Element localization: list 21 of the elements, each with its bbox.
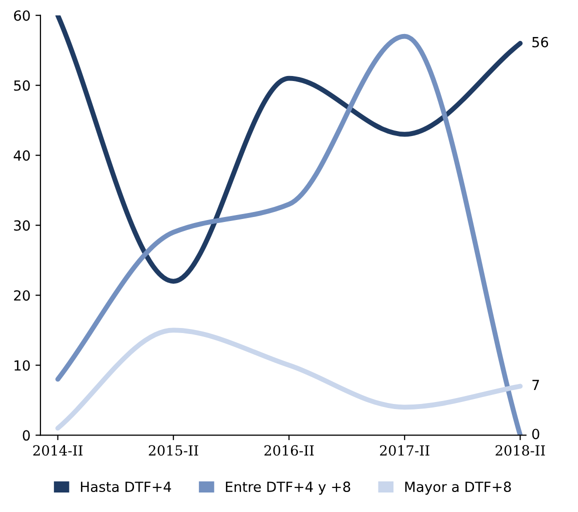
line-series	[55, 15, 523, 284]
x-tick-label: 2018-II	[496, 445, 545, 456]
line-series	[55, 34, 523, 436]
line-series	[55, 328, 523, 431]
data-label: 7	[532, 380, 539, 390]
y-tick-label: 20	[14, 290, 30, 301]
y-tick-label: 50	[14, 80, 30, 91]
y-tick-label: 0	[22, 430, 30, 441]
x-tick-label: 2015-II	[148, 445, 198, 456]
y-tick-label: 40	[14, 150, 30, 161]
data-label: 0	[532, 428, 540, 440]
y-tick-label: 10	[14, 360, 30, 371]
x-tick-label: 2016-II	[264, 445, 314, 456]
y-tick-label: 60	[14, 10, 30, 21]
data-label: 56	[532, 36, 548, 48]
x-tick-label: 2014-II	[33, 445, 83, 456]
legend-label: Entre DTF+4 y +8	[226, 482, 350, 495]
y-tick-label: 30	[14, 220, 30, 231]
x-tick-label: 2017-II	[380, 445, 430, 456]
legend-label: Mayor a DTF+8	[405, 482, 511, 495]
legend-label: Hasta DTF+4	[80, 482, 172, 492]
